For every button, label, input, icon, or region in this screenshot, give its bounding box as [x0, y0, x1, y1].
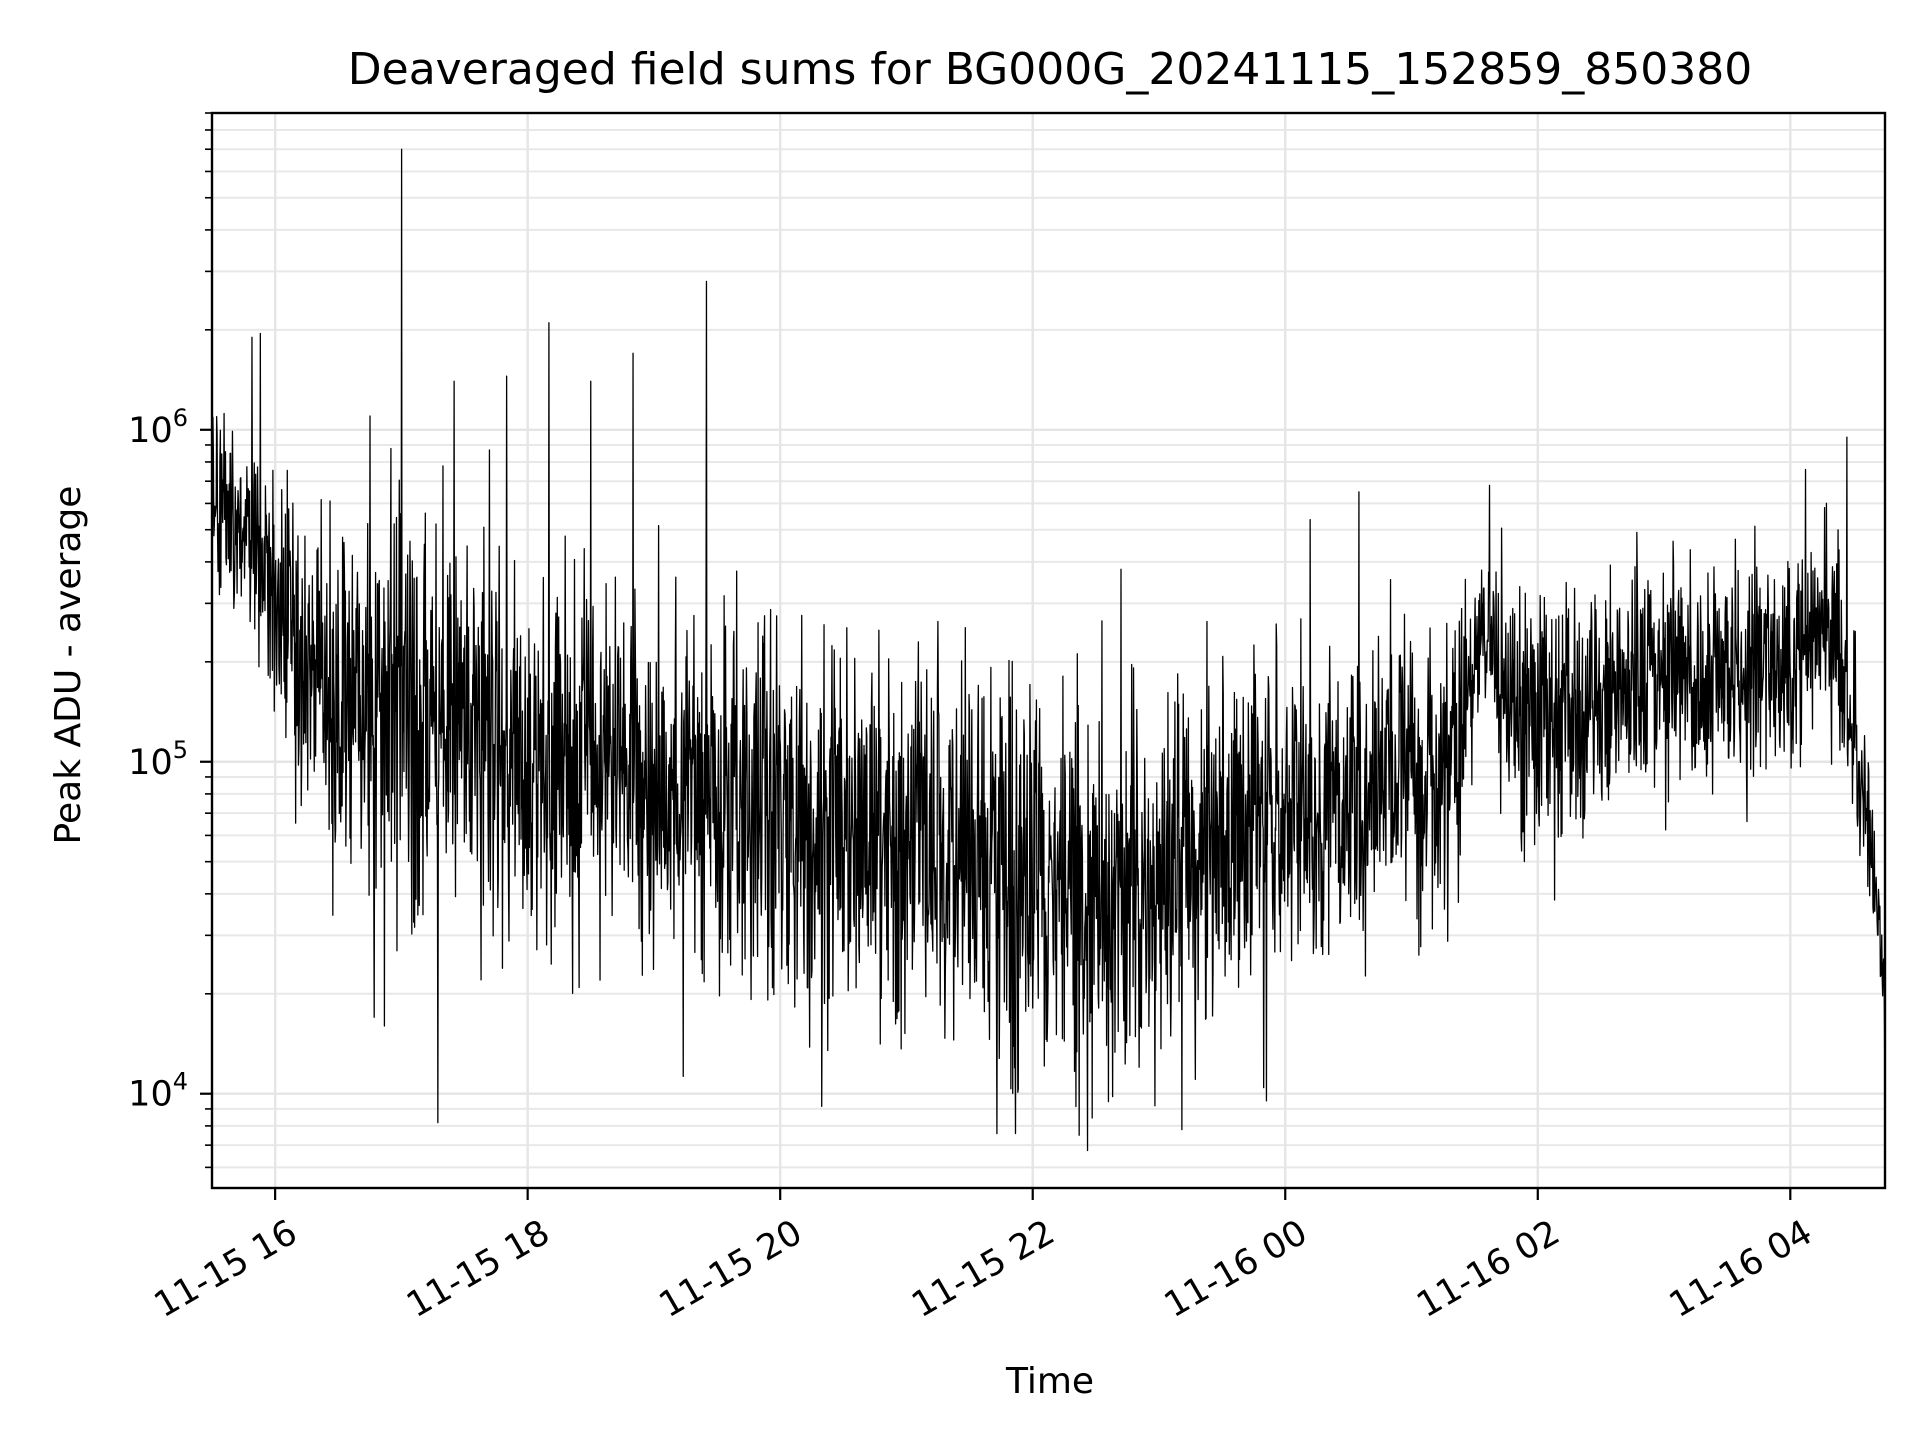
y-tick-label: 104 [128, 1068, 188, 1115]
plot-frame [210, 111, 1887, 1190]
y-tick-label: 105 [128, 736, 188, 783]
x-axis-label: Time [1005, 1361, 1094, 1402]
chart-title: Deaveraged field sums for BG000G_2024111… [348, 44, 1752, 95]
axis-ticks [200, 112, 1792, 1200]
series-line [211, 148, 1886, 1152]
series-layer [211, 148, 1886, 1152]
y-tick-labels: 104 105 106 [128, 404, 188, 1115]
y-axis-label: Peak ADU - average [48, 486, 89, 845]
y-tick-label: 106 [128, 404, 188, 451]
